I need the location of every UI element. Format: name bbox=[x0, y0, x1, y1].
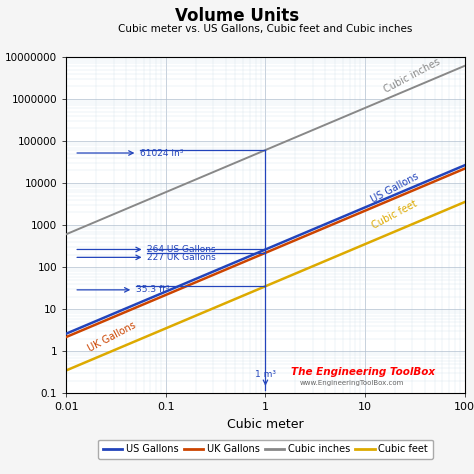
Legend: US Gallons, UK Gallons, Cubic inches, Cubic feet: US Gallons, UK Gallons, Cubic inches, Cu… bbox=[98, 439, 433, 459]
Text: UK Gallons: UK Gallons bbox=[87, 320, 138, 354]
Title: Cubic meter vs. US Gallons, Cubic feet and Cubic inches: Cubic meter vs. US Gallons, Cubic feet a… bbox=[118, 24, 413, 34]
Text: Volume Units: Volume Units bbox=[175, 7, 299, 25]
X-axis label: Cubic meter: Cubic meter bbox=[227, 418, 304, 431]
Text: 61024 in³: 61024 in³ bbox=[77, 148, 183, 157]
Text: US Gallons: US Gallons bbox=[369, 172, 420, 205]
Text: 264 US Gallons: 264 US Gallons bbox=[77, 245, 216, 254]
Text: 35.3 ft³: 35.3 ft³ bbox=[77, 285, 169, 294]
Text: Cubic inches: Cubic inches bbox=[383, 57, 442, 95]
Text: www.EngineeringToolBox.com: www.EngineeringToolBox.com bbox=[300, 380, 404, 386]
Text: 1 m³: 1 m³ bbox=[255, 370, 276, 385]
Text: 227 UK Gallons: 227 UK Gallons bbox=[77, 253, 216, 262]
Text: The Engineering ToolBox: The Engineering ToolBox bbox=[291, 367, 435, 377]
Text: Cubic feet: Cubic feet bbox=[371, 198, 419, 230]
